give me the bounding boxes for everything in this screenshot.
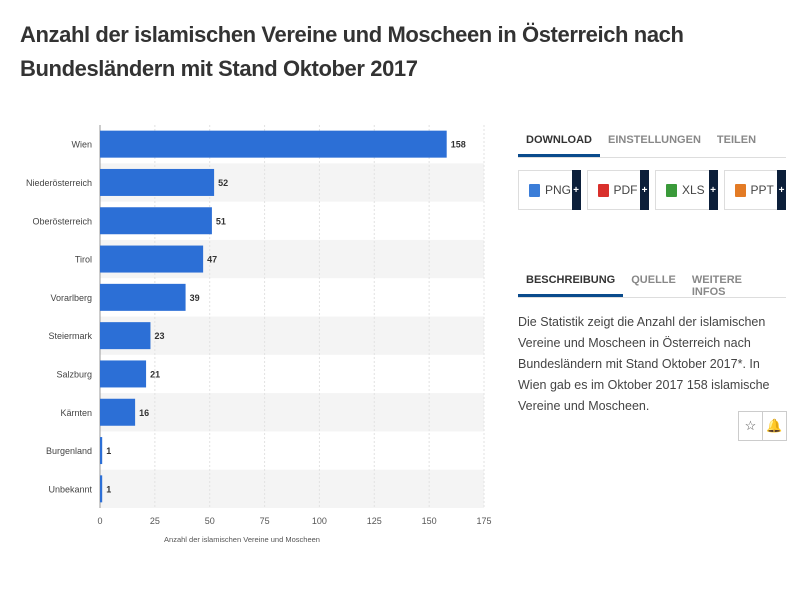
x-tick-label: 50	[205, 516, 215, 526]
data-label: 23	[154, 331, 164, 341]
plus-icon[interactable]: +	[777, 170, 786, 210]
data-label: 1	[106, 446, 111, 456]
side-panel: DOWNLOAD EINSTELLUNGEN TEILEN PNG + PDF …	[518, 128, 786, 417]
download-xls-button[interactable]: XLS +	[655, 170, 718, 210]
category-label: Unbekannt	[48, 484, 92, 494]
action-icons: ☆ 🔔	[738, 411, 787, 441]
category-label: Kärnten	[60, 408, 92, 418]
download-png-button[interactable]: PNG +	[518, 170, 581, 210]
row-stripe	[100, 316, 484, 355]
download-tabs: DOWNLOAD EINSTELLUNGEN TEILEN	[518, 128, 786, 158]
download-pdf-label: PDF	[613, 183, 638, 197]
download-pdf-button[interactable]: PDF +	[586, 170, 649, 210]
download-xls-label: XLS	[682, 183, 705, 197]
x-tick-label: 175	[476, 516, 491, 526]
description-text: Die Statistik zeigt die Anzahl der islam…	[518, 315, 770, 413]
data-label: 16	[139, 408, 149, 418]
bar[interactable]	[100, 245, 204, 273]
x-tick-label: 25	[150, 516, 160, 526]
bar[interactable]	[100, 360, 147, 388]
data-label: 21	[150, 369, 160, 379]
bar[interactable]	[100, 475, 103, 503]
info-tabs: BESCHREIBUNG QUELLE WEITERE INFOS	[518, 268, 786, 298]
bar[interactable]	[100, 130, 447, 158]
bar[interactable]	[100, 207, 212, 235]
png-file-icon	[529, 183, 540, 197]
bell-icon[interactable]: 🔔	[763, 411, 787, 441]
category-label: Niederösterreich	[26, 178, 92, 188]
tab-einstellungen[interactable]: EINSTELLUNGEN	[608, 134, 701, 146]
x-axis-title: Anzahl der islamischen Vereine und Mosch…	[164, 535, 320, 544]
page-title: Anzahl der islamischen Vereine und Mosch…	[20, 22, 684, 81]
category-label: Tirol	[75, 255, 92, 265]
data-label: 158	[451, 140, 466, 150]
plus-icon[interactable]: +	[708, 170, 718, 210]
tab-teilen[interactable]: TEILEN	[716, 134, 757, 146]
x-tick-label: 100	[312, 516, 327, 526]
data-label: 39	[190, 293, 200, 303]
data-label: 1	[106, 484, 111, 494]
tab-beschreibung[interactable]: BESCHREIBUNG	[518, 268, 624, 297]
bar[interactable]	[100, 322, 151, 350]
row-stripe	[100, 469, 484, 508]
plus-icon[interactable]: +	[640, 170, 649, 210]
category-label: Wien	[71, 140, 92, 150]
data-label: 51	[216, 216, 226, 226]
download-png-label: PNG	[545, 183, 572, 197]
ppt-file-icon	[734, 183, 746, 197]
data-label: 47	[207, 255, 217, 265]
bar[interactable]	[100, 398, 136, 426]
category-label: Burgenland	[46, 446, 92, 456]
row-stripe	[100, 393, 484, 432]
download-buttons: PNG + PDF + XLS + PPT +	[518, 170, 786, 210]
category-label: Steiermark	[48, 331, 92, 341]
category-label: Oberösterreich	[32, 216, 92, 226]
bar[interactable]	[100, 437, 103, 465]
bar-chart: Wien 158 Niederösterreich 52 Oberösterreich 5…	[26, 125, 492, 544]
x-tick-label: 0	[97, 516, 102, 526]
bar[interactable]	[100, 283, 186, 311]
plus-icon[interactable]: +	[571, 170, 581, 210]
category-label: Salzburg	[56, 369, 92, 379]
pdf-file-icon	[597, 183, 609, 197]
x-tick-label: 150	[422, 516, 437, 526]
x-tick-label: 75	[260, 516, 270, 526]
tab-weitere-infos[interactable]: WEITERE INFOS	[691, 274, 742, 298]
download-ppt-button[interactable]: PPT +	[723, 170, 786, 210]
download-ppt-label: PPT	[750, 183, 774, 197]
xls-file-icon	[666, 183, 677, 197]
category-label: Vorarlberg	[50, 293, 92, 303]
x-tick-label: 125	[367, 516, 382, 526]
star-icon[interactable]: ☆	[738, 411, 763, 441]
tab-quelle[interactable]: QUELLE	[631, 274, 676, 286]
bar[interactable]	[100, 168, 215, 196]
tab-download[interactable]: DOWNLOAD	[518, 128, 600, 157]
data-label: 52	[218, 178, 228, 188]
